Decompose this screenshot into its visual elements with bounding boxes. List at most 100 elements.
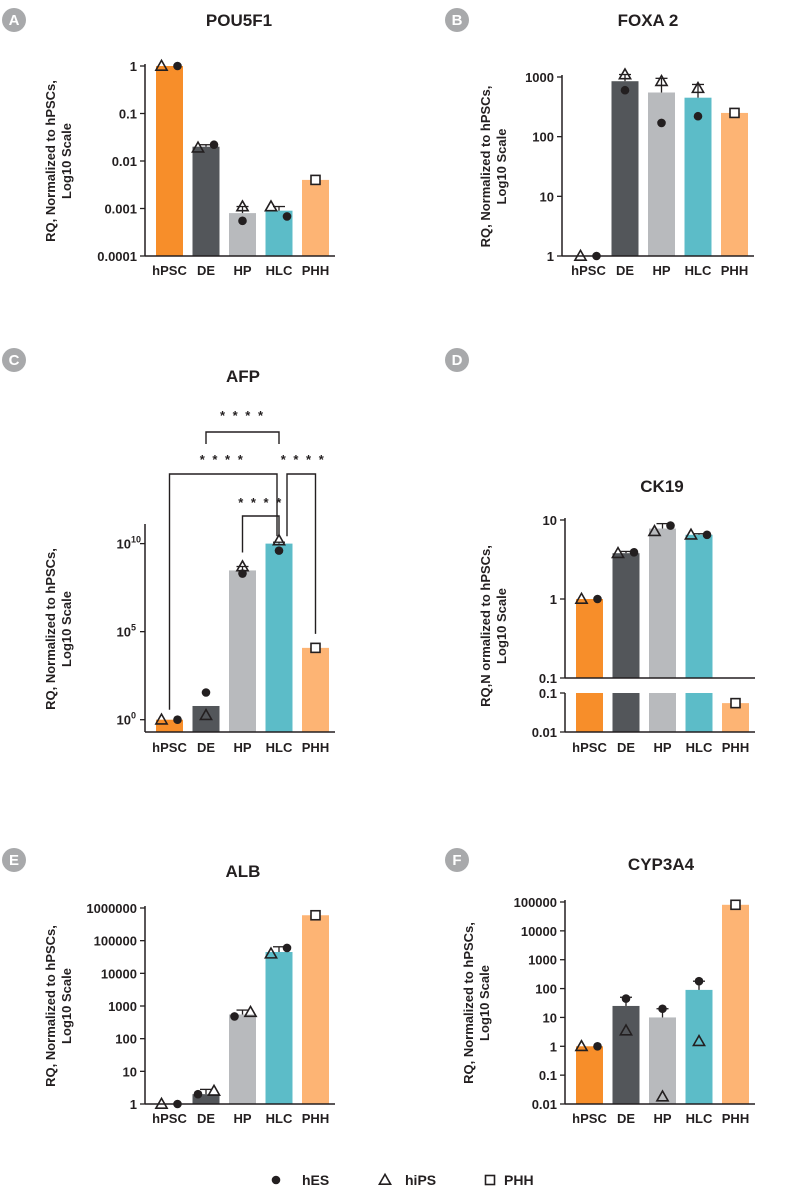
data-point-circle xyxy=(193,1089,203,1099)
legend-triangle-icon xyxy=(378,1172,392,1185)
y-axis-label-line: RQ, Normalized to hPSCs, xyxy=(43,548,58,710)
bracket-hpsc-hlc xyxy=(168,473,278,710)
data-point-square xyxy=(730,697,741,709)
data-point-circle xyxy=(658,1004,667,1014)
x-category-label: DE xyxy=(197,263,215,278)
legend: hES hiPS PHH xyxy=(271,1172,534,1188)
y-tick-label: 0.01 xyxy=(532,725,557,740)
bar-hp-lower xyxy=(649,693,676,732)
x-category-label: HLC xyxy=(266,263,293,278)
x-category-label: hPSC xyxy=(572,1111,607,1126)
y-tick-label: 10 xyxy=(543,513,557,528)
data-point-circle xyxy=(238,216,247,226)
bracket-hlc-phh xyxy=(286,473,317,634)
y-tick-exponent: 0 xyxy=(131,711,136,721)
x-category-label: hPSC xyxy=(572,740,607,755)
bar-hlc xyxy=(684,97,712,256)
y-axis-label-line: Log10 Scale xyxy=(59,123,74,199)
data-point-circle xyxy=(282,943,292,953)
bar-de xyxy=(611,81,639,256)
legend-label: hiPS xyxy=(405,1172,436,1188)
y-tick-label: 1 xyxy=(130,59,137,74)
y-tick-label: 100 xyxy=(115,1032,137,1047)
data-point-circle xyxy=(209,140,219,150)
y-axis-label-line: Log10 Scale xyxy=(59,591,74,667)
data-point-triangle xyxy=(691,80,705,94)
x-category-label: PHH xyxy=(721,263,748,278)
chart-title: FOXA 2 xyxy=(618,11,679,30)
bar-de xyxy=(612,1005,640,1104)
panel-badge xyxy=(445,8,469,32)
y-tick-label: 10000 xyxy=(101,966,137,981)
y-axis-label: RQ, Normalized to hPSCs,Log10 Scale xyxy=(461,922,492,1084)
data-point-triangle xyxy=(264,199,278,212)
legend-square-icon xyxy=(484,1174,496,1186)
data-point-triangle xyxy=(243,1004,258,1018)
y-tick-label: 0.0001 xyxy=(97,249,137,264)
chart-title: CK19 xyxy=(640,477,683,496)
data-point-circle xyxy=(620,85,630,95)
bar-hlc xyxy=(265,951,293,1104)
x-category-label: PHH xyxy=(722,740,749,755)
chart-panel-c: C AFP RQ, Normalized to hPSCs,Log10 Scale 1… xyxy=(2,348,335,755)
data-point-triangle xyxy=(264,946,278,959)
y-tick-label: 0.001 xyxy=(104,202,137,217)
bar-hp xyxy=(229,1014,256,1104)
data-point-circle xyxy=(702,530,712,540)
y-tick-label: 100000 xyxy=(514,895,557,910)
chart-title: CYP3A4 xyxy=(628,855,695,874)
significance-brackets: * * * * * * * * * * * * * * * * xyxy=(168,408,324,710)
chart-panel-d: D CK19 RQ,N ormalized to hPSCs,Log10 Scale… xyxy=(445,348,755,755)
y-axis-label: RQ, Normalized to hPSCs,Log10 Scale xyxy=(43,80,74,242)
significance-stars: * * * * xyxy=(200,452,245,467)
x-category-label: PHH xyxy=(302,263,329,278)
x-category-label: HP xyxy=(652,263,670,278)
x-category-label: HP xyxy=(653,740,671,755)
legend-label: hES xyxy=(302,1172,329,1188)
bar-hlc xyxy=(265,543,293,732)
y-tick-label: 10 xyxy=(117,537,131,552)
y-axis-label: RQ, Normalized to hPSCs,Log10 Scale xyxy=(43,548,74,710)
x-category-label: hPSC xyxy=(152,740,187,755)
x-category-label: hPSC xyxy=(152,1111,187,1126)
panel-letter: F xyxy=(452,852,461,869)
data-point-circle xyxy=(201,688,211,697)
data-point-circle xyxy=(694,976,704,986)
data-point-triangle xyxy=(654,73,669,87)
data-point-triangle xyxy=(692,1033,706,1047)
data-point-triangle xyxy=(154,58,169,71)
y-tick-label: 0.1 xyxy=(539,1068,557,1083)
data-point-square xyxy=(310,909,321,921)
x-category-label: HP xyxy=(653,1111,671,1126)
x-category-label: hPSC xyxy=(152,263,187,278)
data-point-circle xyxy=(657,118,666,128)
x-category-label: DE xyxy=(616,263,634,278)
y-axis-label-line: Log10 Scale xyxy=(477,965,492,1041)
y-tick-label: 1 xyxy=(547,249,554,264)
data-point-triangle xyxy=(684,527,698,540)
bar-hlc xyxy=(685,534,713,678)
data-point-triangle xyxy=(573,248,588,262)
y-axis-label-line: RQ, Normalized to hPSCs, xyxy=(478,86,493,248)
y-axis-label-line: Log10 Scale xyxy=(494,588,509,664)
data-point-square xyxy=(310,174,321,186)
data-point-triangle xyxy=(199,707,213,721)
x-category-label: PHH xyxy=(722,1111,749,1126)
x-category-label: HLC xyxy=(266,1111,293,1126)
bar-phh xyxy=(302,179,329,256)
x-category-label: DE xyxy=(617,1111,635,1126)
y-tick-label: 0.1 xyxy=(119,107,137,122)
x-category-label: PHH xyxy=(302,740,329,755)
legend-circle-icon xyxy=(271,1175,281,1185)
bar-phh xyxy=(721,112,748,256)
x-category-label: DE xyxy=(197,740,215,755)
data-point-triangle xyxy=(655,1089,670,1102)
x-category-label: HP xyxy=(233,1111,251,1126)
y-axis-label-line: RQ,N ormalized to hPSCs, xyxy=(478,545,493,707)
data-point-triangle xyxy=(618,67,632,80)
bar-hpsc xyxy=(156,66,183,256)
y-tick-exponent: 10 xyxy=(131,535,141,545)
panel-letter: E xyxy=(9,852,19,869)
data-point-circle xyxy=(693,111,703,121)
y-tick-label: 1 xyxy=(130,1097,137,1112)
